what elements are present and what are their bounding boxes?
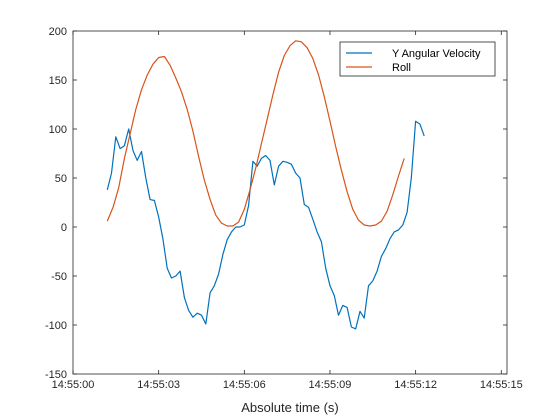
x-tick-label: 14:55:06 <box>223 379 266 391</box>
legend-label-0: Y Angular Velocity <box>392 48 481 60</box>
y-tick-label: -150 <box>45 369 67 381</box>
x-tick-label: 14:55:12 <box>394 379 437 391</box>
series-line-0 <box>106 120 425 330</box>
x-axis-title: Absolute time (s) <box>241 400 339 415</box>
x-tick-label: 14:55:15 <box>480 379 523 391</box>
y-tick-label: 50 <box>55 173 67 185</box>
y-tick-label: 0 <box>61 222 67 234</box>
y-tick-label: 100 <box>49 124 67 136</box>
legend: Y Angular Velocity Roll <box>339 41 496 77</box>
series-layer <box>106 40 425 330</box>
axes-layer: 14:55:00 14:55:03 14:55:06 14:55:09 14:55:12… <box>45 26 523 391</box>
x-tick-label: 14:55:00 <box>52 379 95 391</box>
series-line-1 <box>106 40 405 227</box>
axes-box <box>72 30 508 375</box>
x-tick-label: 14:55:03 <box>137 379 180 391</box>
y-tick-label: -50 <box>51 271 67 283</box>
y-tick-label: -100 <box>45 320 67 332</box>
x-tick-label: 14:55:09 <box>309 379 352 391</box>
legend-box <box>339 41 496 77</box>
plot-area <box>73 31 507 374</box>
legend-label-1: Roll <box>392 62 411 74</box>
y-tick-label: 200 <box>49 26 67 38</box>
y-tick-label: 150 <box>49 75 67 87</box>
